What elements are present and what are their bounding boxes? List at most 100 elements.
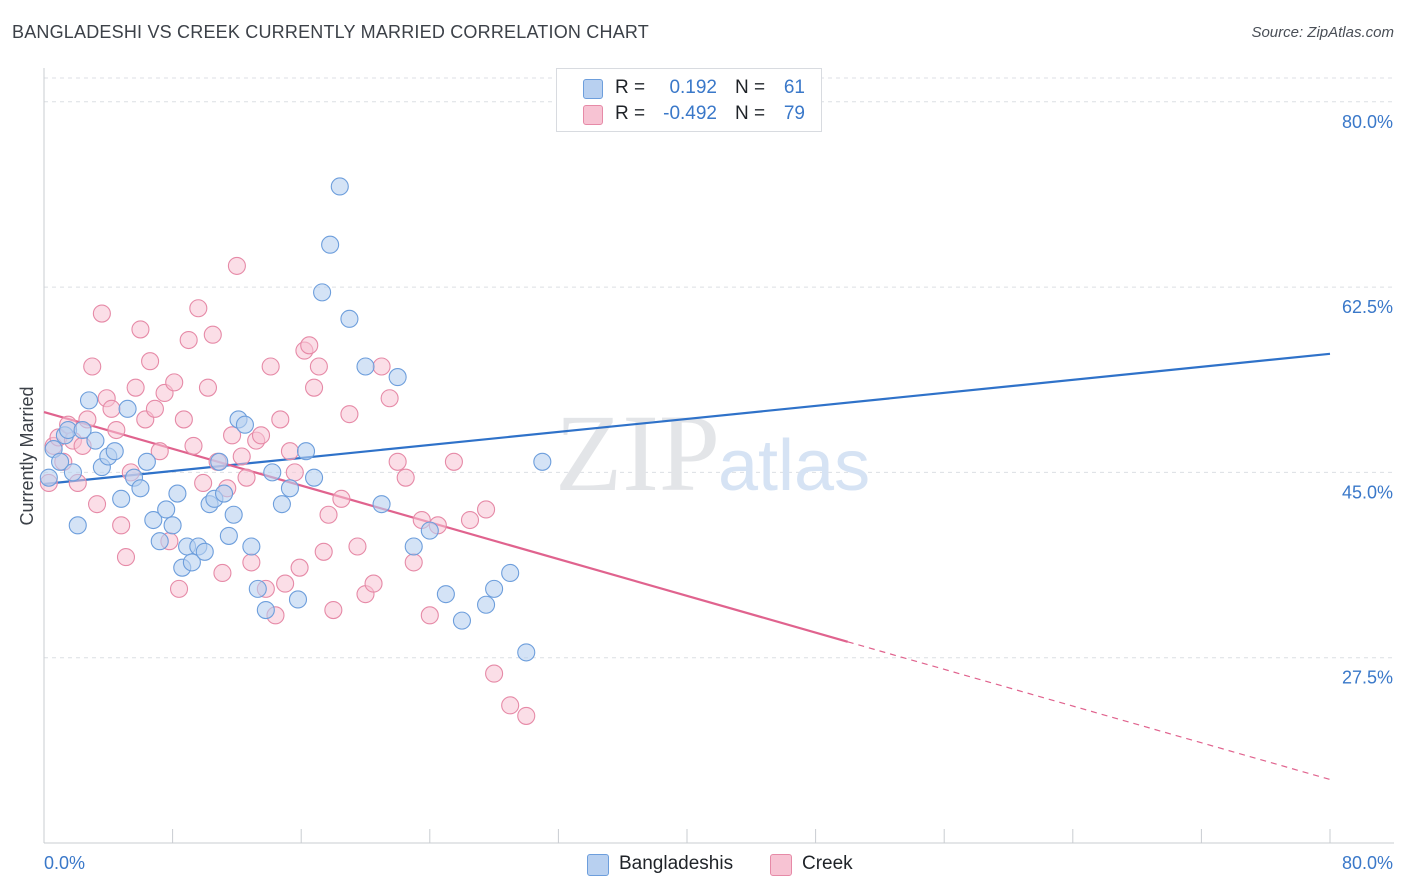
creek-point — [285, 463, 304, 482]
bangladeshi-point — [485, 579, 504, 598]
creek-point — [372, 357, 391, 376]
bangladeshi-point — [452, 611, 472, 630]
creek-point — [485, 664, 504, 683]
bangladeshi-point — [263, 463, 282, 482]
bangladeshi-point — [313, 283, 332, 302]
bangladeshi-point — [68, 516, 87, 535]
bangladeshi-point — [248, 579, 267, 598]
creek-point — [213, 563, 232, 583]
bangladeshi-point — [235, 415, 254, 434]
creek-points — [39, 256, 536, 725]
creek-point — [179, 330, 198, 350]
legend-row-bangladeshis: R = 0.192 N = 61 — [557, 75, 821, 101]
bangladeshi-point — [163, 516, 182, 535]
bangladeshi-point — [288, 590, 308, 609]
creek-point — [404, 553, 423, 572]
bottom-legend-bangladeshis[interactable]: Bangladeshis — [587, 852, 747, 878]
y-tick-label: 27.5% — [1342, 668, 1393, 688]
creek-point — [300, 336, 319, 355]
creek-point — [131, 320, 150, 339]
creek-point — [150, 442, 169, 461]
bangladeshi-point — [51, 452, 70, 471]
creek-point — [92, 304, 111, 323]
creek-point — [501, 696, 520, 715]
y-axis-label: Currently Married — [17, 386, 37, 525]
bottom-legend-swatch-blue — [587, 854, 609, 876]
bangladeshi-point — [330, 177, 349, 196]
creek-point — [251, 426, 271, 445]
bangladeshi-points — [39, 177, 552, 662]
bangladeshi-point — [63, 463, 82, 482]
bangladeshi-point — [388, 368, 407, 387]
creek-point — [332, 489, 351, 508]
creek-point — [169, 579, 189, 598]
creek-point — [116, 548, 136, 567]
creek-point — [420, 606, 439, 625]
bangladeshi-point — [150, 532, 169, 551]
legend-r-value: 0.192 — [669, 77, 717, 98]
creek-point — [165, 373, 184, 392]
watermark-atlas: atlas — [718, 426, 870, 506]
bangladeshi-point — [420, 521, 439, 540]
bangladeshi-point — [296, 442, 316, 461]
bottom-legend-swatch-pink — [770, 854, 792, 876]
creek-point — [276, 574, 295, 593]
creek-point — [364, 574, 383, 593]
creek-trend-extension — [847, 641, 1331, 781]
creek-point — [305, 378, 324, 397]
bangladeshi-point — [533, 452, 552, 471]
bottom-legend-label: Bangladeshis — [619, 853, 734, 874]
creek-point — [145, 399, 164, 418]
bangladeshi-point — [79, 391, 99, 410]
watermark: ZIP atlas — [555, 392, 870, 514]
creek-point — [112, 516, 131, 535]
creek-point — [126, 378, 145, 397]
legend-n-value: 61 — [783, 77, 805, 98]
bangladeshi-point — [356, 357, 375, 376]
bangladeshi-point — [210, 452, 229, 471]
bangladeshi-trend-line — [43, 352, 1331, 486]
bangladeshi-point — [144, 510, 163, 530]
legend-n-label: N = — [735, 77, 766, 98]
bottom-legend-creek[interactable]: Creek — [770, 852, 870, 878]
bangladeshi-point — [157, 500, 176, 519]
creek-point — [102, 399, 121, 418]
bangladeshi-point — [404, 537, 423, 556]
bangladeshi-point — [242, 537, 261, 556]
bangladeshi-point — [73, 420, 92, 440]
bangladeshi-point — [219, 526, 238, 545]
creek-point — [227, 256, 246, 275]
bangladeshi-point — [86, 431, 105, 450]
creek-point — [388, 452, 407, 471]
creek-point — [203, 325, 222, 344]
y-tick-label: 62.5% — [1342, 297, 1393, 317]
bangladeshi-point — [168, 484, 187, 503]
creek-point — [271, 410, 290, 429]
creek-point — [198, 378, 218, 397]
bangladeshi-point — [224, 505, 243, 524]
y-tick-label: 45.0% — [1342, 482, 1393, 502]
creek-point — [517, 706, 536, 725]
watermark-zip: ZIP — [555, 392, 720, 514]
bangladeshi-point — [305, 468, 324, 487]
creek-point — [237, 468, 256, 487]
creek-point — [280, 442, 299, 461]
source-label: Source: ZipAtlas.com — [1251, 24, 1394, 41]
legend-r-label: R = — [615, 77, 646, 98]
bottom-legend-label: Creek — [802, 853, 853, 874]
bangladeshi-point — [105, 442, 124, 461]
bangladeshi-point — [118, 399, 137, 418]
correlation-legend: R = 0.192 N = 61 R = -0.492 N = 79 — [556, 68, 822, 132]
creek-point — [141, 352, 160, 371]
bangladeshi-point — [436, 585, 455, 604]
creek-point — [477, 500, 496, 519]
bangladeshi-point — [280, 479, 299, 498]
bangladeshi-point — [372, 495, 391, 514]
creek-point — [194, 473, 213, 493]
bangladeshi-point — [477, 595, 496, 614]
creek-point — [460, 510, 480, 530]
bangladeshi-point — [214, 484, 234, 503]
creek-point — [319, 505, 338, 524]
x-tick-label: 80.0% — [1342, 853, 1393, 873]
creek-point — [87, 495, 107, 514]
